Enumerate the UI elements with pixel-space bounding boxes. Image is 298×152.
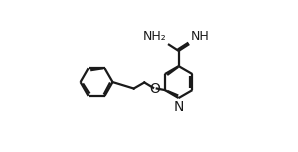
Text: O: O <box>150 81 160 96</box>
Text: N: N <box>173 100 184 114</box>
Text: NH: NH <box>190 30 209 43</box>
Text: NH₂: NH₂ <box>143 30 167 43</box>
